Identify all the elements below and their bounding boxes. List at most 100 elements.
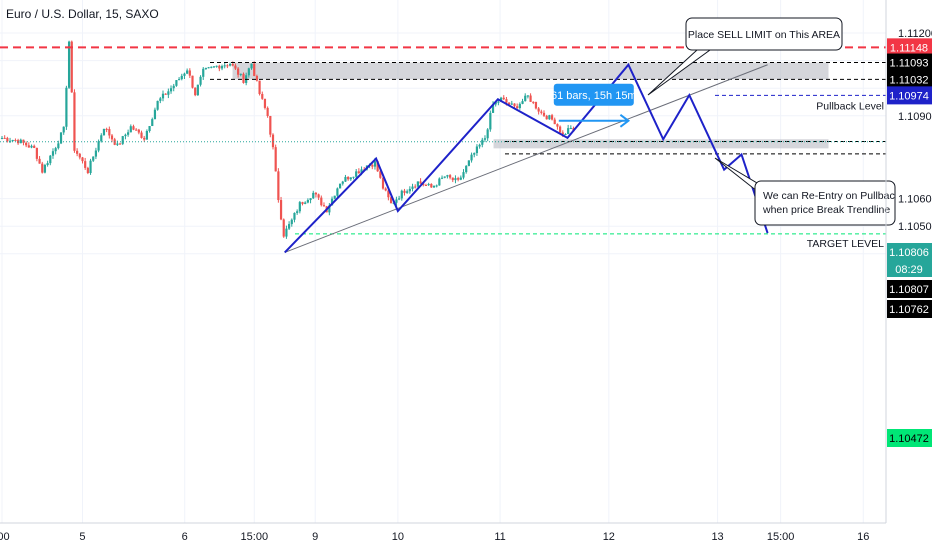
candle-body	[14, 140, 17, 142]
candle-body	[387, 190, 390, 198]
time-axis-tick: 15:00	[767, 531, 795, 543]
candle-body	[510, 103, 513, 105]
candle-body	[481, 139, 484, 145]
candle-body	[373, 161, 377, 167]
price-axis-tick: 1.10600	[898, 194, 932, 206]
candle-body	[376, 161, 379, 172]
candle-body	[411, 186, 414, 189]
candle-body	[92, 156, 95, 161]
price-tag	[887, 70, 932, 89]
candle-body	[140, 132, 143, 138]
candle-body	[419, 181, 422, 184]
candle-body	[414, 186, 417, 188]
candle-body	[317, 194, 320, 198]
candle-body	[288, 224, 291, 229]
candle-body	[277, 171, 280, 201]
candle-body	[247, 68, 250, 76]
candle-body	[567, 128, 570, 134]
candle-body	[143, 137, 146, 140]
candle-body	[3, 137, 6, 139]
candle-body	[465, 165, 468, 173]
candle-body	[231, 64, 234, 66]
candle-body	[116, 143, 119, 145]
candle-body	[132, 126, 135, 130]
candle-body	[381, 177, 385, 189]
candle-body	[148, 126, 151, 132]
candle-body	[59, 132, 63, 144]
candle-body	[172, 85, 175, 89]
price-tag-label: 1.11148	[890, 42, 928, 54]
candle-body	[526, 95, 530, 97]
candle-body	[6, 137, 9, 142]
candle-body	[33, 145, 36, 148]
candle-body	[400, 190, 403, 199]
candle-body	[328, 205, 331, 213]
candle-body	[137, 129, 140, 133]
candle-body	[470, 154, 473, 161]
candle-body	[312, 192, 315, 199]
candle-body	[333, 195, 336, 199]
candle-body	[355, 171, 358, 177]
price-axis-tick: 1.11200	[898, 28, 932, 40]
candle-body	[494, 101, 497, 105]
candle-body	[180, 75, 183, 80]
candle-body	[215, 65, 218, 67]
candle-body	[338, 183, 342, 189]
callouts: Place SELL LIMIT on This AREA We can Re-E…	[647, 17, 896, 250]
candle-body	[177, 79, 181, 81]
candle-body	[282, 219, 285, 237]
candle-body	[25, 142, 28, 146]
candle-body	[253, 63, 256, 76]
candle-body	[502, 97, 505, 100]
candle-body	[518, 103, 521, 109]
candle-body	[70, 41, 73, 93]
candle-body	[556, 124, 559, 127]
candle-body	[169, 88, 173, 92]
candle-body	[389, 197, 393, 204]
sell-limit-callout	[685, 17, 843, 51]
candle-body	[124, 134, 127, 137]
candle-body	[416, 181, 419, 187]
candle-body	[62, 126, 65, 133]
price-tag	[887, 38, 932, 57]
candle-body	[22, 139, 25, 143]
time-axis-tick: 9	[312, 531, 318, 543]
candle-body	[513, 103, 516, 107]
candle-body	[261, 93, 264, 99]
candle-body	[344, 176, 347, 182]
candle-body	[223, 65, 226, 67]
candle-body	[8, 140, 12, 142]
price-tags: 1.11148 1.11093 1.11032 1.10974 1.10806 1.108…	[887, 38, 932, 447]
candle-body	[505, 99, 508, 103]
price-tag-label: 1.11093	[890, 58, 929, 70]
time-axis-tick: 6	[182, 531, 188, 543]
candle-body	[271, 134, 275, 148]
candle-body	[360, 169, 363, 173]
candle-body	[266, 107, 269, 116]
time-axis-tick: 16	[857, 531, 869, 543]
candle-body	[306, 200, 309, 203]
candle-body	[255, 75, 259, 81]
chart-title: Euro / U.S. Dollar, 15, SAXO	[6, 7, 159, 21]
candle-body	[446, 175, 449, 177]
candle-body	[210, 66, 213, 68]
candle-body	[371, 165, 374, 167]
trendline	[284, 64, 768, 253]
candle-body	[183, 73, 186, 76]
grid-lines	[0, 0, 886, 523]
candle-body	[336, 188, 339, 196]
candle-body	[41, 163, 44, 173]
time-axis[interactable]: :00 5 6 15:00 9 10 11 12 13 15:00 16	[0, 531, 869, 543]
candle-body	[459, 177, 462, 180]
candle-body	[290, 219, 293, 225]
projection-arrowhead	[619, 113, 631, 128]
candle-body	[51, 151, 55, 156]
candle-body	[427, 183, 430, 186]
reentry-text-line2: when price Break Trendline	[762, 204, 890, 216]
candle-body	[228, 64, 232, 66]
price-tag-label: 1.10974	[889, 90, 929, 102]
price-tag	[887, 86, 932, 105]
candle-body	[30, 145, 33, 148]
